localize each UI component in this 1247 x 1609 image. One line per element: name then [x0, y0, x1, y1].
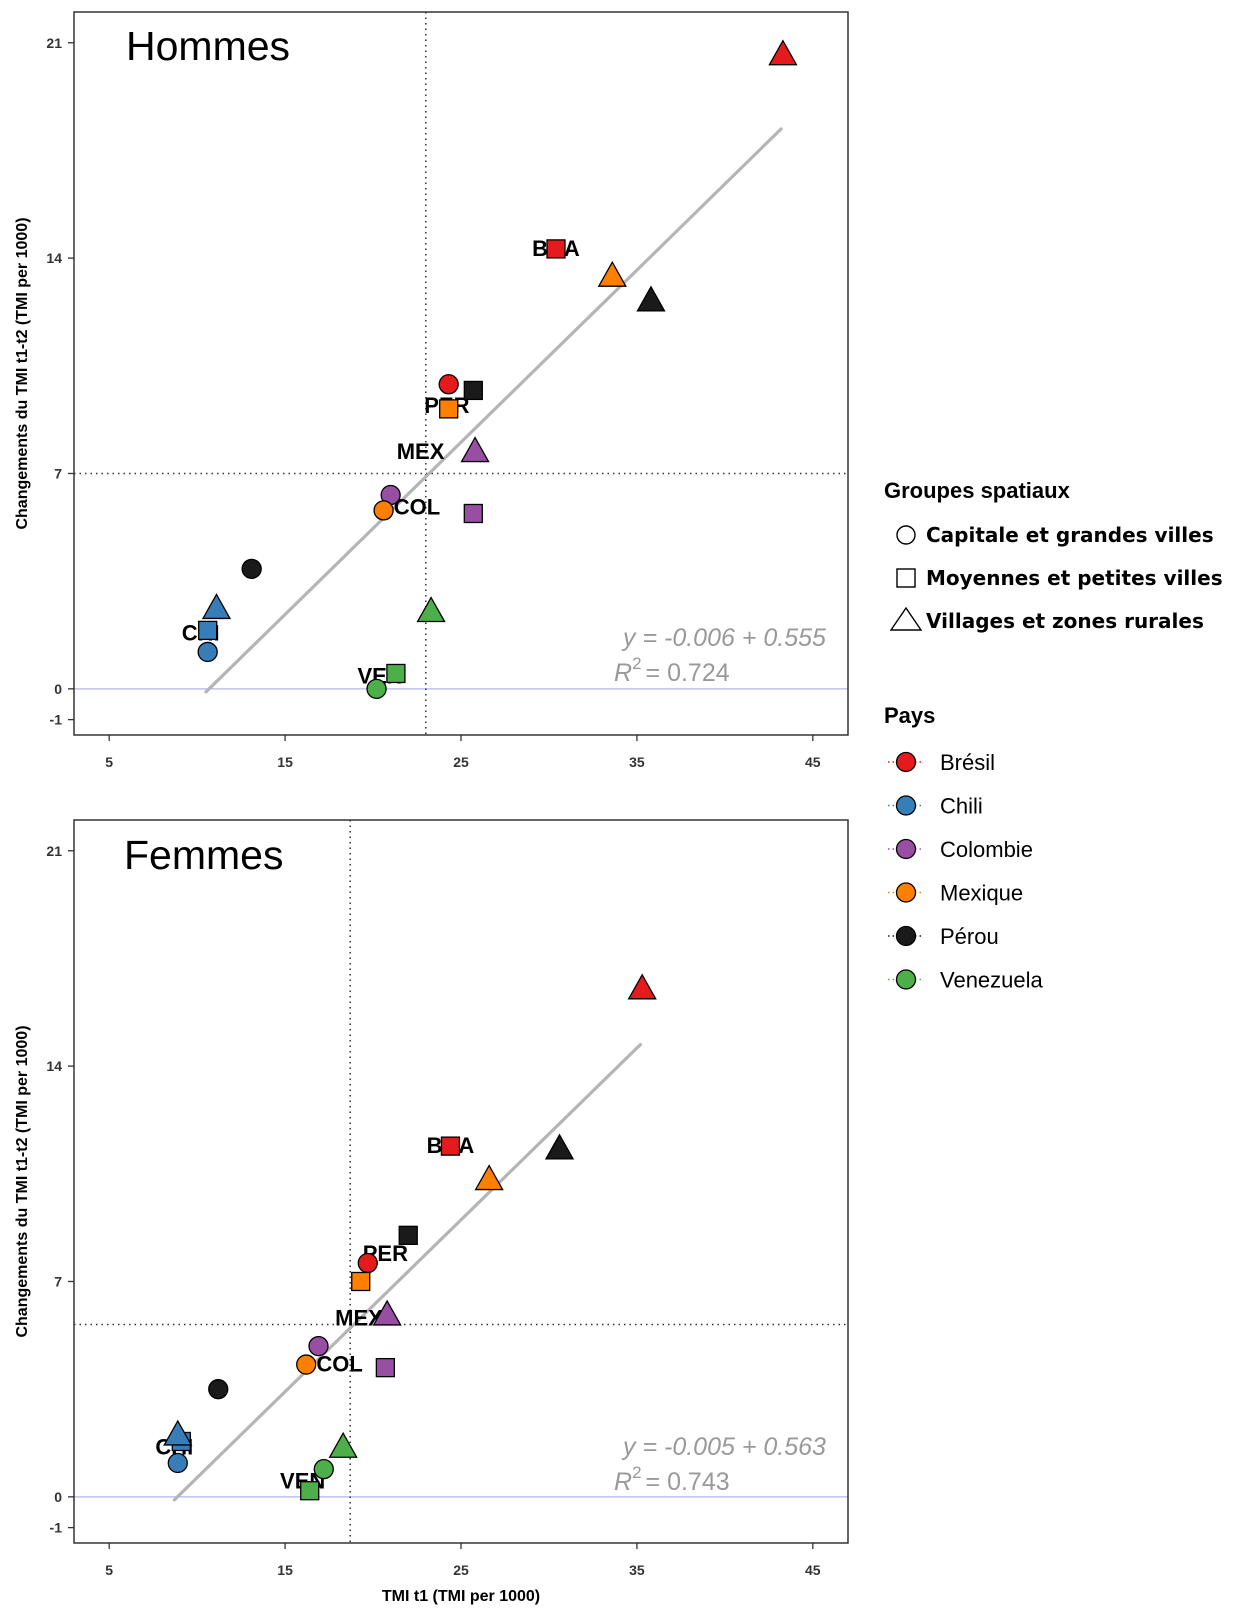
x-tick-label: 45 — [805, 754, 821, 770]
legend-shape-title: Groupes spatiaux — [884, 478, 1071, 503]
legend-country-label: Chili — [940, 794, 983, 819]
point-mexique-circle — [373, 500, 394, 521]
point-bresil-triangle — [768, 39, 798, 66]
point-perou-circle — [241, 558, 262, 580]
point-mexique-triangle — [597, 260, 627, 287]
point-venezuela-triangle — [416, 596, 446, 623]
country-label-col: COL — [316, 1352, 362, 1377]
regression-equation: y = -0.005 + 0.563 — [621, 1433, 826, 1461]
x-tick-label: 15 — [277, 1562, 293, 1578]
point-perou-triangle — [636, 285, 666, 312]
point-bresil-square — [546, 239, 566, 259]
point-perou-triangle — [544, 1133, 575, 1160]
point-mexique-square — [351, 1271, 371, 1292]
legend-country-label: Brésil — [940, 750, 995, 775]
point-venezuela-circle — [366, 678, 387, 700]
legend-country-marker — [895, 969, 917, 990]
legend-country-marker — [895, 795, 917, 816]
legend-triangle-icon — [889, 606, 923, 631]
country-label-col: COL — [394, 494, 440, 519]
y-tick-label: 7 — [54, 465, 62, 481]
panel-title: Hommes — [126, 23, 290, 69]
point-bresil-circle — [438, 374, 459, 395]
y-tick-label: 14 — [46, 250, 62, 266]
y-tick-label: 0 — [54, 1489, 62, 1505]
regression-line — [172, 1042, 643, 1502]
legend-country-marker — [895, 882, 917, 903]
point-chili-triangle — [163, 1419, 193, 1446]
point-bresil-square — [440, 1136, 461, 1156]
legend-circle-icon — [896, 525, 916, 545]
point-chili-circle — [197, 641, 218, 663]
panel-femmes: BRAPERMEXCOLCHIVENy = -0.005 + 0.563R2= … — [14, 819, 849, 1605]
panel-title: Femmes — [124, 832, 283, 878]
x-tick-label: 35 — [629, 1562, 645, 1578]
y-tick-label: 21 — [46, 843, 62, 859]
point-chili-triangle — [201, 593, 232, 620]
point-colombie-square — [463, 503, 483, 524]
y-axis-label: Changements du TMI t1-t2 (TMI per 1000) — [14, 1025, 31, 1337]
panel-hommes: BRAPERMEXCOLCHIVENy = -0.006 + 0.555R2= … — [14, 11, 849, 770]
point-chili-square — [198, 620, 218, 641]
legend-country-title: Pays — [884, 703, 935, 728]
x-tick-label: 25 — [453, 754, 469, 770]
legend-country-marker — [895, 751, 917, 773]
x-tick-label: 45 — [805, 1562, 821, 1578]
y-tick-label: 14 — [46, 1058, 62, 1074]
country-label-mex: MEX — [397, 439, 445, 464]
country-label-mex: MEX — [335, 1305, 383, 1330]
point-venezuela-square — [300, 1481, 320, 1501]
r-squared: R2 = 0.743 — [614, 1463, 730, 1496]
y-tick-label: -1 — [50, 1520, 63, 1536]
y-tick-label: -1 — [50, 712, 63, 728]
x-axis-label: TMI t1 (TMI per 1000) — [382, 1588, 540, 1605]
point-bresil-circle — [357, 1252, 378, 1274]
regression-line — [204, 127, 783, 694]
regression-equation: y = -0.006 + 0.555 — [621, 624, 826, 652]
point-venezuela-square — [386, 663, 406, 684]
legend-country-marker — [895, 838, 917, 860]
legend-shape-label: Moyennes et petites villes — [926, 566, 1223, 590]
x-tick-label: 25 — [453, 1562, 469, 1578]
point-mexique-triangle — [474, 1164, 504, 1191]
legend: Groupes spatiaux Capitale et grandes vill… — [884, 478, 1223, 993]
point-mexique-square — [439, 399, 459, 419]
y-tick-label: 0 — [54, 681, 62, 697]
point-colombie-triangle — [460, 436, 490, 463]
point-chili-circle — [167, 1452, 188, 1474]
x-tick-label: 15 — [277, 754, 293, 770]
x-tick-label: 5 — [105, 1562, 113, 1578]
legend-country-label: Mexique — [940, 881, 1023, 906]
y-axis-label: Changements du TMI t1-t2 (TMI per 1000) — [14, 217, 31, 529]
r-squared: R2 = 0.724 — [614, 654, 730, 687]
legend-shape-label: Villages et zones rurales — [926, 609, 1204, 633]
point-mexique-circle — [296, 1354, 317, 1375]
y-tick-label: 21 — [46, 35, 62, 51]
point-bresil-triangle — [627, 973, 657, 1000]
legend-country-label: Pérou — [940, 924, 999, 949]
point-perou-square — [398, 1225, 418, 1245]
legend-country-label: Venezuela — [940, 968, 1044, 993]
point-colombie-triangle — [372, 1299, 402, 1326]
point-colombie-circle — [308, 1335, 329, 1357]
point-perou-square — [463, 380, 483, 401]
point-venezuela-triangle — [328, 1431, 358, 1458]
legend-country-label: Colombie — [940, 837, 1033, 862]
point-venezuela-circle — [313, 1459, 334, 1480]
x-tick-label: 5 — [105, 754, 113, 770]
legend-square-icon — [896, 568, 916, 588]
x-tick-label: 35 — [629, 754, 645, 770]
point-perou-circle — [208, 1379, 229, 1400]
legend-country-marker — [895, 925, 917, 947]
y-tick-label: 7 — [54, 1273, 62, 1289]
legend-shape-label: Capitale et grandes villes — [926, 523, 1214, 547]
point-colombie-square — [375, 1357, 396, 1378]
